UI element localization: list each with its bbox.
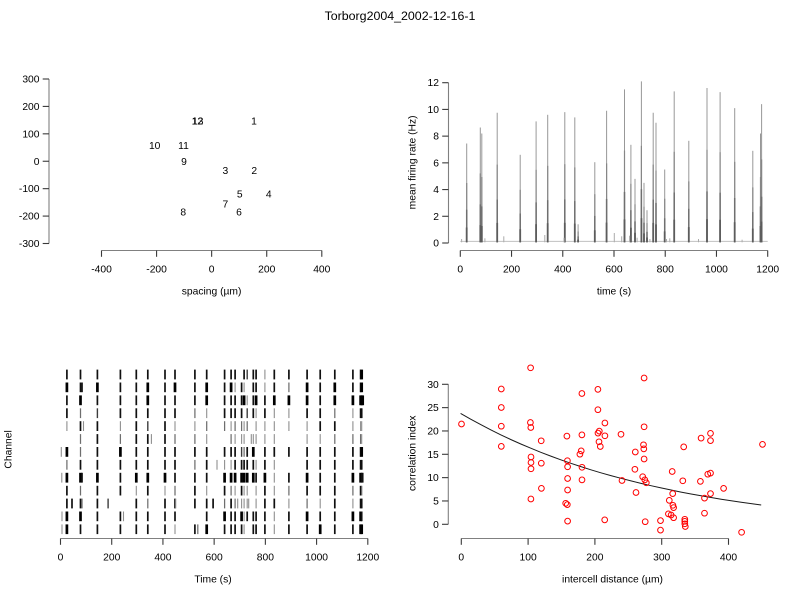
svg-text:0: 0 xyxy=(457,264,463,275)
svg-text:7: 7 xyxy=(223,200,229,211)
svg-text:0: 0 xyxy=(34,157,40,168)
svg-text:600: 600 xyxy=(605,264,622,275)
svg-text:11: 11 xyxy=(178,141,189,152)
svg-text:800: 800 xyxy=(657,264,674,275)
svg-text:-200: -200 xyxy=(19,212,40,223)
svg-text:15: 15 xyxy=(427,450,439,461)
svg-text:12: 12 xyxy=(192,116,204,127)
svg-text:600: 600 xyxy=(206,552,223,563)
svg-text:300: 300 xyxy=(653,552,670,563)
svg-text:6: 6 xyxy=(433,158,439,169)
svg-text:400: 400 xyxy=(154,552,171,563)
svg-text:30: 30 xyxy=(427,380,439,391)
svg-text:2: 2 xyxy=(251,166,257,177)
svg-text:0: 0 xyxy=(458,552,464,563)
svg-text:1: 1 xyxy=(251,116,257,127)
svg-text:intercell distance (µm): intercell distance (µm) xyxy=(562,575,663,586)
svg-text:mean firing rate (Hz): mean firing rate (Hz) xyxy=(408,115,419,209)
svg-text:300: 300 xyxy=(22,75,39,86)
svg-text:400: 400 xyxy=(313,264,330,275)
svg-text:20: 20 xyxy=(427,426,439,437)
svg-text:0: 0 xyxy=(433,520,439,531)
svg-text:200: 200 xyxy=(22,102,39,113)
svg-text:-400: -400 xyxy=(91,264,112,275)
svg-text:800: 800 xyxy=(257,552,274,563)
svg-text:9: 9 xyxy=(181,157,187,168)
svg-text:5: 5 xyxy=(237,190,243,201)
svg-text:200: 200 xyxy=(586,552,603,563)
svg-text:2: 2 xyxy=(433,212,439,223)
svg-text:0: 0 xyxy=(209,264,215,275)
svg-text:1000: 1000 xyxy=(305,552,328,563)
svg-text:spacing (µm): spacing (µm) xyxy=(182,287,242,298)
svg-text:4: 4 xyxy=(433,185,439,196)
svg-text:time (s): time (s) xyxy=(597,287,631,298)
svg-text:Channel: Channel xyxy=(4,430,15,468)
svg-text:correlation index: correlation index xyxy=(408,415,419,491)
svg-text:10: 10 xyxy=(149,141,161,152)
svg-text:400: 400 xyxy=(720,552,737,563)
svg-text:200: 200 xyxy=(503,264,520,275)
svg-text:13: 13 xyxy=(192,116,204,127)
svg-text:10: 10 xyxy=(428,105,440,116)
svg-text:-100: -100 xyxy=(19,184,40,195)
svg-text:Time (s): Time (s) xyxy=(194,575,231,586)
svg-text:0: 0 xyxy=(58,552,64,563)
svg-text:1000: 1000 xyxy=(705,264,728,275)
svg-text:100: 100 xyxy=(22,129,39,140)
svg-text:200: 200 xyxy=(103,552,120,563)
svg-text:5: 5 xyxy=(433,496,439,507)
svg-text:-200: -200 xyxy=(146,264,167,275)
svg-text:-300: -300 xyxy=(19,239,40,250)
svg-text:0: 0 xyxy=(433,239,439,250)
svg-text:200: 200 xyxy=(258,264,275,275)
svg-text:1200: 1200 xyxy=(356,552,379,563)
svg-text:12: 12 xyxy=(428,78,440,89)
svg-text:6: 6 xyxy=(236,208,242,219)
svg-text:3: 3 xyxy=(223,166,229,177)
svg-text:8: 8 xyxy=(433,132,439,143)
svg-text:100: 100 xyxy=(520,552,537,563)
svg-text:8: 8 xyxy=(180,208,186,219)
svg-text:25: 25 xyxy=(427,403,439,414)
svg-text:Torborg2004_2002-12-16-1: Torborg2004_2002-12-16-1 xyxy=(325,9,476,23)
svg-text:10: 10 xyxy=(427,473,439,484)
svg-text:1200: 1200 xyxy=(756,264,779,275)
svg-text:4: 4 xyxy=(266,190,272,201)
svg-text:400: 400 xyxy=(554,264,571,275)
